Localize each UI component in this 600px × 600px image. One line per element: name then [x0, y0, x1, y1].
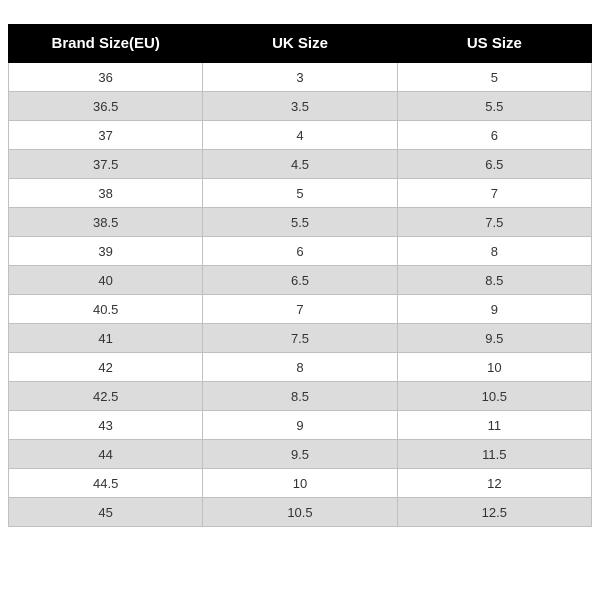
cell-us: 5.5 [397, 92, 591, 121]
cell-eu: 44.5 [9, 469, 203, 498]
cell-us: 8.5 [397, 266, 591, 295]
size-table: Brand Size(EU) UK Size US Size 3635 36.5… [8, 24, 592, 527]
cell-us: 10 [397, 353, 591, 382]
cell-eu: 38.5 [9, 208, 203, 237]
table-row: 406.58.5 [9, 266, 592, 295]
cell-eu: 36.5 [9, 92, 203, 121]
cell-us: 12.5 [397, 498, 591, 527]
cell-eu: 42.5 [9, 382, 203, 411]
cell-eu: 41 [9, 324, 203, 353]
table-row: 449.511.5 [9, 440, 592, 469]
cell-us: 7 [397, 179, 591, 208]
cell-uk: 7.5 [203, 324, 397, 353]
cell-eu: 44 [9, 440, 203, 469]
table-row: 36.53.55.5 [9, 92, 592, 121]
size-table-container: Brand Size(EU) UK Size US Size 3635 36.5… [8, 24, 592, 527]
cell-us: 6 [397, 121, 591, 150]
cell-us: 10.5 [397, 382, 591, 411]
cell-us: 11 [397, 411, 591, 440]
size-table-body: 3635 36.53.55.5 3746 37.54.56.5 3857 38.… [9, 63, 592, 527]
cell-uk: 4.5 [203, 150, 397, 179]
table-header-row: Brand Size(EU) UK Size US Size [9, 25, 592, 63]
table-row: 38.55.57.5 [9, 208, 592, 237]
table-row: 42.58.510.5 [9, 382, 592, 411]
cell-eu: 37 [9, 121, 203, 150]
cell-uk: 8.5 [203, 382, 397, 411]
cell-uk: 3 [203, 63, 397, 92]
table-row: 417.59.5 [9, 324, 592, 353]
cell-us: 11.5 [397, 440, 591, 469]
cell-eu: 43 [9, 411, 203, 440]
table-row: 3968 [9, 237, 592, 266]
cell-eu: 45 [9, 498, 203, 527]
cell-uk: 8 [203, 353, 397, 382]
cell-uk: 4 [203, 121, 397, 150]
cell-uk: 6 [203, 237, 397, 266]
col-header-uk: UK Size [203, 25, 397, 63]
table-row: 3746 [9, 121, 592, 150]
table-row: 43911 [9, 411, 592, 440]
col-header-eu: Brand Size(EU) [9, 25, 203, 63]
cell-uk: 7 [203, 295, 397, 324]
cell-us: 12 [397, 469, 591, 498]
cell-uk: 9 [203, 411, 397, 440]
table-row: 44.51012 [9, 469, 592, 498]
table-row: 40.579 [9, 295, 592, 324]
cell-uk: 3.5 [203, 92, 397, 121]
cell-us: 7.5 [397, 208, 591, 237]
cell-eu: 37.5 [9, 150, 203, 179]
cell-us: 5 [397, 63, 591, 92]
table-row: 37.54.56.5 [9, 150, 592, 179]
cell-us: 6.5 [397, 150, 591, 179]
cell-eu: 39 [9, 237, 203, 266]
table-row: 3857 [9, 179, 592, 208]
cell-uk: 5 [203, 179, 397, 208]
cell-eu: 38 [9, 179, 203, 208]
cell-uk: 9.5 [203, 440, 397, 469]
table-row: 3635 [9, 63, 592, 92]
cell-uk: 10 [203, 469, 397, 498]
cell-us: 9 [397, 295, 591, 324]
cell-eu: 42 [9, 353, 203, 382]
cell-eu: 36 [9, 63, 203, 92]
cell-us: 9.5 [397, 324, 591, 353]
table-row: 42810 [9, 353, 592, 382]
cell-us: 8 [397, 237, 591, 266]
cell-uk: 10.5 [203, 498, 397, 527]
table-row: 4510.512.5 [9, 498, 592, 527]
cell-uk: 6.5 [203, 266, 397, 295]
col-header-us: US Size [397, 25, 591, 63]
cell-eu: 40 [9, 266, 203, 295]
cell-uk: 5.5 [203, 208, 397, 237]
cell-eu: 40.5 [9, 295, 203, 324]
